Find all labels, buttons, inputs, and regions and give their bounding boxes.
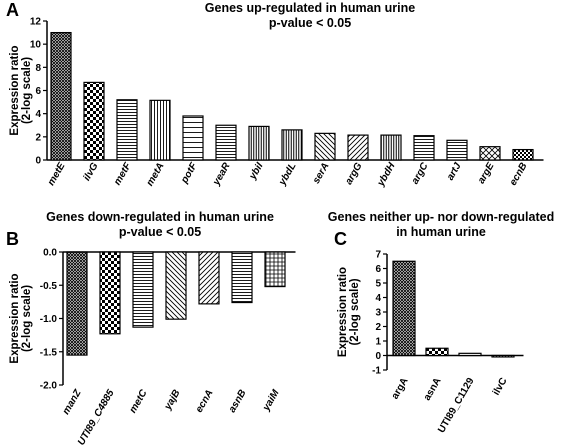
chart-a-bar-sera	[314, 132, 336, 161]
panel-title-c: Genes neither up- nor down-regulated in …	[316, 210, 566, 240]
chart-c-bar-uti89-c1129	[458, 352, 482, 357]
chart-b-y-tick-label: 0.0	[43, 248, 57, 259]
chart-a-x-tick-label: ilvG	[82, 161, 101, 183]
chart-c-bar-arga	[392, 260, 416, 357]
chart-b-x-tick-label: ecnA	[194, 388, 216, 415]
chart-b-y-label-line2: (2-log scale)	[21, 285, 33, 352]
panel-title-c-line1: Genes neither up- nor down-regulated	[327, 210, 555, 224]
chart-a-y-tick-label: 10	[30, 40, 42, 51]
chart-a-bar-ybdl	[281, 129, 303, 161]
chart-a-bar-ybii	[248, 125, 270, 161]
chart-a-bar-meta	[149, 99, 171, 161]
chart-b-x-tick-label: asnB	[227, 388, 249, 415]
chart-a-bar-ecnb	[512, 148, 534, 161]
chart-b-y-tick-label: -1.0	[40, 314, 58, 325]
chart-a-y-tick-label: 2	[35, 132, 41, 143]
panel-letter-c: C	[334, 229, 347, 249]
chart-a-y-tick-label: 4	[35, 109, 41, 120]
chart-a-x-tick-label: metE	[46, 161, 68, 188]
chart-a-bar-mete	[50, 31, 72, 161]
chart-b-bar-yaim	[264, 251, 286, 288]
chart-a-x-tick-label: serA	[311, 161, 332, 186]
chart-a-x-tick-label: ybdL	[277, 161, 299, 188]
chart-c-y-tick-label: 3	[375, 308, 381, 319]
chart-a-bar-arge	[479, 146, 501, 161]
chart-c-bar-asna	[425, 347, 449, 357]
chart-a-y-label-line2: (2-log scale)	[21, 57, 33, 124]
chart-a-bar-argc	[413, 135, 435, 161]
chart-a-bar-potf	[182, 115, 204, 161]
chart-b-bar-manz	[66, 251, 88, 356]
panel-letter-b: B	[6, 229, 19, 249]
chart-c: -1 0 1 2 3 4 5 6 7 Expression ratio (2-log scale) a…	[337, 250, 524, 435]
chart-c-y-tick-label: 4	[375, 293, 381, 304]
chart-a-y-tick-label: 6	[35, 86, 41, 97]
chart-a-bar-ybdh	[380, 134, 402, 161]
chart-a-x-tick-label: metA	[145, 161, 167, 188]
panel-title-b-line1: Genes down-regulated in human urine	[46, 210, 274, 224]
chart-c-x-tick-label: argA	[390, 376, 411, 401]
chart-b-x-tick-label: UTI89_C4885	[76, 388, 117, 447]
chart-c-y-tick-label: 5	[375, 279, 381, 290]
chart-a-x-tick-label: argG	[343, 161, 364, 187]
chart-c-y-label-line2: (2-log scale)	[349, 278, 361, 345]
chart-c-y-tick-label: 1	[375, 337, 381, 348]
chart-a-bar-artj	[446, 139, 468, 161]
panel-title-a-line1: Genes up-regulated in human urine	[204, 1, 416, 15]
chart-a-bar-ilvg	[83, 81, 105, 161]
chart-a-bar-argg	[347, 134, 369, 161]
chart-b-bar-uti89-c4885	[99, 251, 121, 335]
panel-title-b: Genes down-regulated in human urine p-va…	[30, 210, 290, 240]
chart-c-y-tick-label: 2	[375, 322, 381, 333]
chart-a-bar-year	[215, 124, 237, 161]
chart-b-bar-yajb	[165, 251, 187, 320]
chart-a-x-tick-label: artJ	[445, 161, 464, 183]
chart-c-x-tick-label: UTI89_C1129	[436, 376, 477, 435]
chart-b-y-tick-label: -0.5	[40, 281, 58, 292]
chart-b-x-tick-label: manZ	[61, 387, 84, 416]
chart-c-y-tick-label: 6	[375, 264, 381, 275]
chart-b-x-tick-label: yaiM	[260, 387, 281, 413]
chart-b-y-tick-label: -2.0	[40, 381, 58, 392]
chart-b: 0.0 -0.5 -1.0 -1.5 -2.0 Expression ratio (2-lo…	[9, 248, 296, 447]
chart-a-x-tick-label: ybdH	[375, 160, 398, 189]
chart-b-x-tick-label: metC	[128, 387, 150, 415]
chart-b-y-label-line1: Expression ratio	[9, 273, 21, 363]
chart-a: 0 2 4 6 8 10 12 Expression ratio (2-log scale) me…	[9, 17, 544, 189]
chart-a-x-tick-label: potF	[179, 160, 200, 186]
chart-a-y-tick-label: 0	[35, 156, 41, 167]
chart-a-x-tick-label: argE	[476, 161, 497, 186]
panel-title-c-line2: in human urine	[396, 225, 486, 239]
chart-a-x-tick-label: ybiI	[247, 161, 266, 182]
chart-c-y-tick-label: 0	[375, 351, 381, 362]
chart-c-x-tick-label: ilvC	[491, 376, 510, 397]
chart-c-y-tick-label: -1	[372, 366, 381, 377]
chart-c-y-tick-label: 7	[375, 250, 381, 261]
chart-a-x-tick-label: metF	[112, 160, 134, 187]
panel-letter-a: A	[6, 0, 19, 20]
chart-b-y-tick-label: -1.5	[40, 347, 58, 358]
chart-a-x-tick-label: argC	[410, 160, 431, 186]
chart-c-y-label-line1: Expression ratio	[337, 267, 349, 357]
chart-b-bar-ecna	[198, 251, 220, 305]
chart-b-bar-asnb	[231, 251, 253, 304]
chart-a-x-tick-label: yeaR	[211, 160, 233, 188]
panel-title-a: Genes up-regulated in human urine p-valu…	[100, 1, 520, 31]
panel-title-a-line2: p-value < 0.05	[268, 16, 352, 30]
chart-a-y-tick-label: 12	[30, 17, 42, 28]
chart-b-bar-metc	[132, 251, 154, 328]
chart-a-y-label-line1: Expression ratio	[9, 45, 21, 135]
chart-c-bar-ilvc	[491, 354, 515, 358]
chart-a-x-tick-label: ecnB	[508, 161, 530, 188]
panel-title-b-line2: p-value < 0.05	[118, 225, 202, 239]
chart-b-x-tick-label: yajB	[162, 388, 183, 413]
chart-a-bar-metf	[116, 99, 138, 161]
chart-a-y-tick-label: 8	[35, 63, 41, 74]
chart-c-x-tick-label: asnA	[422, 376, 444, 403]
